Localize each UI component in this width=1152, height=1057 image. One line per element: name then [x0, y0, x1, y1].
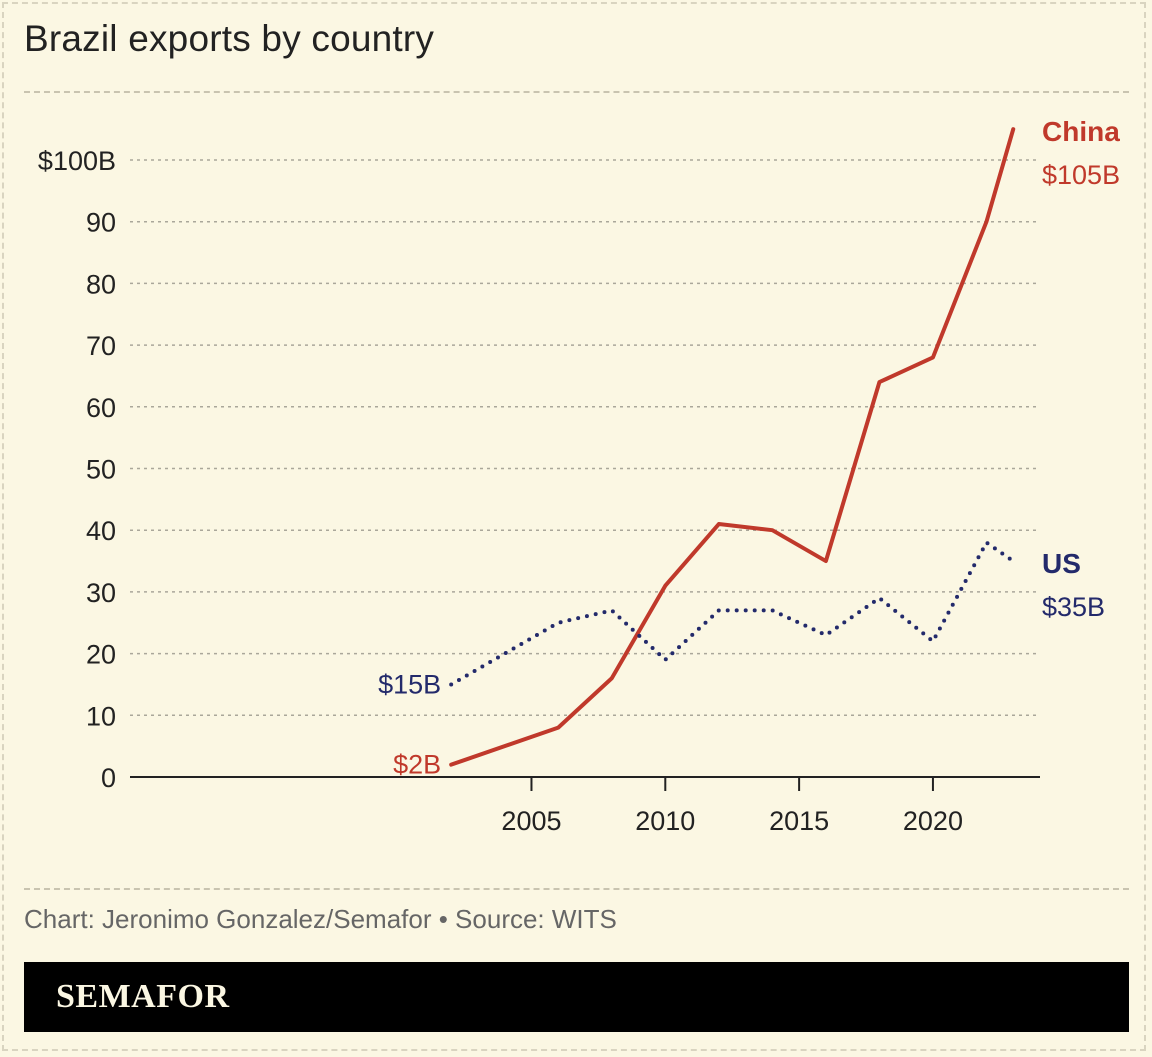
chart-credit: Chart: Jeronimo Gonzalez/Semafor • Sourc… [24, 904, 617, 934]
brand-logo: SEMAFOR [56, 978, 230, 1015]
y-tick-label: 40 [86, 516, 116, 546]
y-tick-label: 10 [86, 701, 116, 731]
us-series-line [449, 540, 1016, 687]
bottom-divider [24, 888, 1129, 890]
y-tick-label: 30 [86, 578, 116, 608]
y-tick-label: 20 [86, 640, 116, 670]
chart-title: Brazil exports by country [24, 18, 435, 59]
x-tick-label: 2015 [769, 806, 829, 836]
china-series-name-label: China [1042, 116, 1120, 147]
y-tick-label: 90 [86, 208, 116, 238]
x-tick-label: 2020 [903, 806, 963, 836]
us-start-value-label: $15B [378, 669, 441, 699]
y-tick-label: 50 [86, 455, 116, 485]
china-start-value-label: $2B [393, 750, 441, 780]
top-divider [24, 91, 1129, 93]
us-series-name-label: US [1042, 548, 1081, 579]
china-end-value-label: $105B [1042, 160, 1120, 190]
line-chart: 0 10 20 30 40 50 60 70 80 90 $100B 2005 2010 2015 2020… [38, 116, 1120, 836]
brand-bar: SEMAFOR [24, 962, 1129, 1032]
y-tick-label: 70 [86, 331, 116, 361]
y-tick-label: $100B [38, 146, 116, 176]
us-end-value-label: $35B [1042, 592, 1105, 622]
y-tick-label: 60 [86, 393, 116, 423]
y-tick-label: 80 [86, 269, 116, 299]
china-series-line [449, 127, 1016, 767]
x-tick-label: 2010 [635, 806, 695, 836]
y-tick-label: 0 [101, 763, 116, 793]
x-tick-label: 2005 [501, 806, 561, 836]
